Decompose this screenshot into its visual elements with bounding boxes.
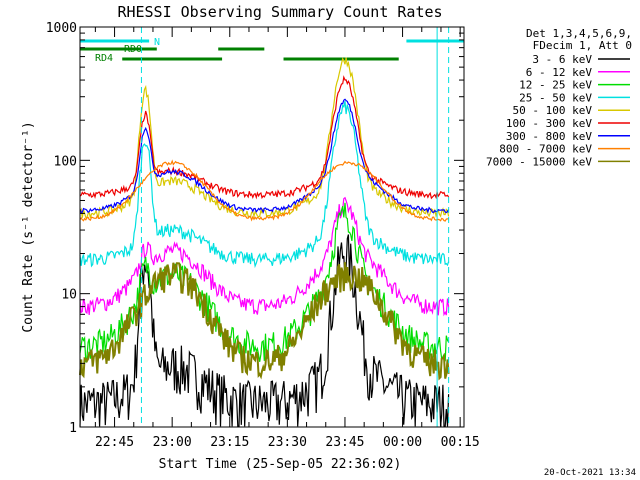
y-tick-label: 1 — [69, 421, 77, 436]
x-tick-label: 22:45 — [95, 435, 134, 450]
instrument-flags: N RD0 RD4 — [80, 37, 464, 64]
legend-header: Det 1,3,4,5,6,9, — [526, 27, 632, 40]
legend-label: 300 - 800 keV — [506, 130, 592, 143]
footer-timestamp: 20-Oct-2021 13:34 — [544, 468, 636, 478]
y-tick-label: 10 — [61, 288, 77, 303]
legend-label: 50 - 100 keV — [513, 104, 593, 117]
y-tick-label: 1000 — [46, 21, 77, 36]
series-line-5 — [79, 57, 450, 220]
y-tick-label: 100 — [54, 154, 77, 169]
series-line-8 — [79, 159, 449, 222]
x-tick-label: 00:15 — [441, 435, 480, 450]
x-axis-label: Start Time (25-Sep-05 22:36:02) — [159, 457, 402, 472]
legend-header: FDecim 1, Att 0 — [533, 39, 632, 52]
data-curves — [79, 57, 450, 428]
x-axis-ticks: 22:45 23:00 23:15 23:30 23:45 00:00 00:15 — [94, 27, 480, 450]
x-tick-label: 23:15 — [210, 435, 249, 450]
legend-label: 6 - 12 keV — [526, 66, 593, 79]
series-line-1 — [79, 234, 450, 428]
x-tick-label: 00:00 — [383, 435, 422, 450]
flag-rd4-label: RD4 — [95, 53, 113, 64]
legend-label: 25 - 50 keV — [519, 91, 592, 104]
y-axis-ticks: 1 10 100 1000 — [46, 21, 464, 436]
flag-rd0-label: RD0 — [124, 44, 142, 55]
x-tick-label: 23:00 — [153, 435, 192, 450]
legend-label: 7000 - 15000 keV — [486, 155, 592, 168]
x-tick-label: 23:45 — [325, 435, 364, 450]
legend-label: 12 - 25 keV — [519, 79, 592, 92]
series-line-7 — [79, 98, 450, 214]
flag-n-label: N — [154, 37, 160, 48]
legend: Det 1,3,4,5,6,9,FDecim 1, Att 03 - 6 keV… — [486, 27, 632, 168]
legend-label: 3 - 6 keV — [532, 53, 592, 66]
x-tick-label: 23:30 — [268, 435, 307, 450]
plot-frame — [79, 26, 465, 428]
legend-label: 100 - 300 keV — [506, 117, 592, 130]
chart-title: RHESSI Observing Summary Count Rates — [117, 3, 442, 21]
y-axis-label: Count Rate (s⁻¹ detector⁻¹) — [21, 121, 36, 332]
legend-label: 800 - 7000 keV — [499, 143, 592, 156]
